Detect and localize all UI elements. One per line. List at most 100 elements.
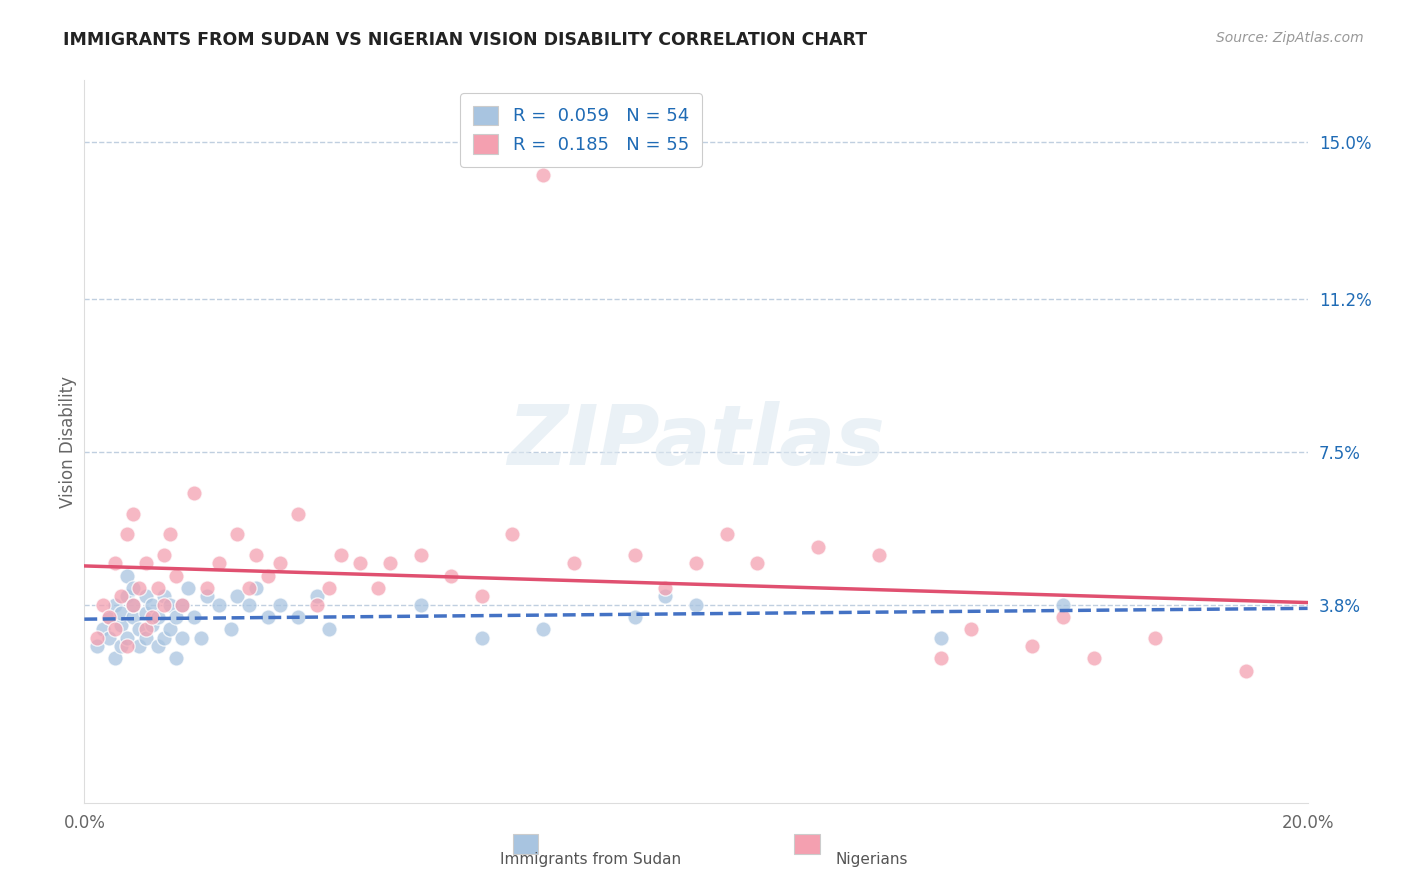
Point xyxy=(624,610,647,624)
Point xyxy=(807,540,830,554)
Point xyxy=(257,610,280,624)
Text: IMMIGRANTS FROM SUDAN VS NIGERIAN VISION DISABILITY CORRELATION CHART: IMMIGRANTS FROM SUDAN VS NIGERIAN VISION… xyxy=(63,31,868,49)
Point xyxy=(531,168,554,182)
Point xyxy=(1083,651,1105,665)
Point xyxy=(226,527,249,541)
Point xyxy=(349,557,371,571)
Text: ZIPatlas: ZIPatlas xyxy=(508,401,884,482)
Point xyxy=(122,598,145,612)
Point xyxy=(141,618,163,632)
Point xyxy=(172,598,194,612)
Point xyxy=(502,527,524,541)
Point xyxy=(141,610,163,624)
Point xyxy=(287,610,309,624)
Text: Nigerians: Nigerians xyxy=(835,852,908,867)
Point xyxy=(305,590,328,604)
Point xyxy=(110,639,132,653)
Point xyxy=(159,623,181,637)
Point xyxy=(104,598,127,612)
Point xyxy=(165,568,187,582)
Point xyxy=(367,581,389,595)
Point xyxy=(208,598,231,612)
Point xyxy=(238,581,260,595)
Point xyxy=(195,581,218,595)
Point xyxy=(172,598,194,612)
Point xyxy=(153,590,176,604)
Point xyxy=(471,590,494,604)
Point xyxy=(747,557,769,571)
Point xyxy=(115,639,138,653)
Y-axis label: Vision Disability: Vision Disability xyxy=(59,376,77,508)
Point xyxy=(104,623,127,637)
Point xyxy=(97,610,120,624)
Point xyxy=(380,557,402,571)
Point xyxy=(226,590,249,604)
Point xyxy=(110,618,132,632)
Point xyxy=(115,590,138,604)
Point xyxy=(318,581,340,595)
Point xyxy=(91,598,114,612)
Legend: R =  0.059   N = 54, R =  0.185   N = 55: R = 0.059 N = 54, R = 0.185 N = 55 xyxy=(460,93,702,167)
Point xyxy=(1143,631,1166,645)
Point xyxy=(128,623,150,637)
Point xyxy=(183,610,205,624)
Point xyxy=(172,631,194,645)
Point xyxy=(122,598,145,612)
Point xyxy=(159,527,181,541)
Point xyxy=(654,581,676,595)
Point xyxy=(122,507,145,521)
Point xyxy=(195,590,218,604)
Point xyxy=(97,610,120,624)
Point xyxy=(159,598,181,612)
Text: Source: ZipAtlas.com: Source: ZipAtlas.com xyxy=(1216,31,1364,45)
Point xyxy=(122,610,145,624)
Point xyxy=(115,568,138,582)
Point xyxy=(716,527,738,541)
Point xyxy=(208,557,231,571)
Point xyxy=(146,639,169,653)
Point xyxy=(685,557,707,571)
Point xyxy=(135,631,157,645)
Point xyxy=(153,631,176,645)
Point xyxy=(409,548,432,562)
Point xyxy=(869,548,891,562)
Point xyxy=(287,507,309,521)
Point xyxy=(929,651,952,665)
Point xyxy=(471,631,494,645)
Point xyxy=(219,623,242,637)
Point xyxy=(135,623,157,637)
Point xyxy=(1052,598,1074,612)
Point xyxy=(128,581,150,595)
Point xyxy=(91,623,114,637)
Point xyxy=(685,598,707,612)
Point xyxy=(104,651,127,665)
Point xyxy=(929,631,952,645)
Point xyxy=(330,548,353,562)
Point xyxy=(128,639,150,653)
Point xyxy=(141,598,163,612)
Point xyxy=(146,581,169,595)
Point xyxy=(165,610,187,624)
Point xyxy=(409,598,432,612)
Point xyxy=(654,590,676,604)
Point xyxy=(257,568,280,582)
Point xyxy=(135,606,157,620)
Point xyxy=(86,631,108,645)
Point xyxy=(318,623,340,637)
Point xyxy=(110,590,132,604)
Point xyxy=(97,631,120,645)
Point xyxy=(1052,610,1074,624)
Point xyxy=(177,581,200,595)
Point xyxy=(1236,664,1258,678)
Point xyxy=(115,631,138,645)
Point xyxy=(269,598,291,612)
Point xyxy=(104,557,127,571)
Point xyxy=(190,631,212,645)
Text: Immigrants from Sudan: Immigrants from Sudan xyxy=(501,852,681,867)
Point xyxy=(440,568,463,582)
Point xyxy=(165,651,187,665)
Point xyxy=(624,548,647,562)
Point xyxy=(183,486,205,500)
Point xyxy=(245,548,267,562)
Point xyxy=(135,557,157,571)
